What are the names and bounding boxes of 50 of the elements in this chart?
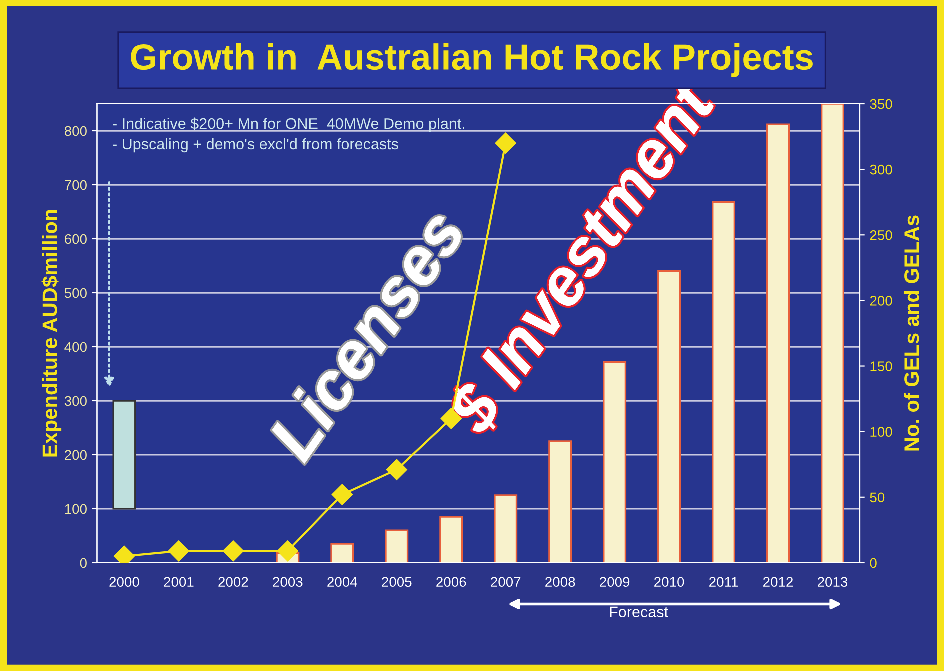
y-tick-label: 100 — [65, 504, 87, 514]
x-tick-label: 2005 — [382, 577, 412, 588]
x-tick-label: 2001 — [164, 577, 194, 588]
y-tick-label: 700 — [65, 180, 87, 190]
x-tick-label: 2008 — [546, 577, 576, 588]
bar — [494, 494, 518, 563]
point — [222, 540, 244, 562]
x-tick-label: 2006 — [436, 577, 466, 588]
point — [277, 540, 298, 562]
y2-tick-label: 250 — [870, 230, 892, 240]
y2-tick-label: 150 — [870, 362, 892, 372]
bar — [330, 543, 354, 563]
text: Forecast — [610, 606, 668, 618]
x-tick-label: 2007 — [491, 577, 521, 588]
point — [168, 540, 190, 562]
y-tick-label: 600 — [65, 234, 87, 244]
y2-tick-label: 0 — [870, 558, 877, 568]
x-tick-label: 2002 — [218, 577, 248, 588]
y-tick-label: 0 — [80, 558, 87, 568]
bar — [385, 530, 409, 563]
x-tick-label: 2000 — [110, 577, 140, 588]
y-tick-label: 300 — [64, 396, 87, 406]
y2-tick-label: 50 — [870, 492, 885, 503]
y-tick-label: 400 — [64, 342, 87, 352]
bar — [112, 400, 136, 510]
y2-tick-label: 350 — [870, 99, 892, 110]
bar — [440, 516, 464, 563]
x-tick-label: 2011 — [710, 577, 738, 588]
y2-tick-label: 100 — [870, 427, 892, 438]
x-tick-label: 2010 — [654, 577, 684, 588]
annotation: - Indicative $200+ Mn for ONE 40MWe Demo plant. — [113, 118, 464, 132]
bar — [766, 124, 790, 563]
point — [332, 484, 353, 506]
y2-tick-label: 200 — [870, 296, 892, 306]
x-tick-label: 2003 — [273, 577, 303, 588]
x-tick-label: 2004 — [328, 577, 358, 588]
y-axis-title: Expenditure AUD$million — [42, 210, 62, 457]
bar — [821, 104, 844, 563]
y2-axis-title: No. of GELs and GELAs — [904, 216, 920, 451]
x-tick-label: 2009 — [600, 577, 630, 588]
y-tick-label: 200 — [65, 450, 87, 460]
bar — [712, 201, 736, 563]
y-tick-label: 500 — [64, 288, 87, 298]
y-tick-label: 800 — [64, 126, 87, 136]
bar — [548, 440, 572, 563]
x-tick-label: 2012 — [764, 577, 794, 588]
chart-title: Growth in Australian Hot Rock Projects — [131, 44, 813, 78]
x-tick-label: 2013 — [818, 577, 848, 588]
annotation: - Upscaling + demo's excl'd from forecasts — [113, 138, 398, 153]
y2-tick-label: 300 — [870, 164, 892, 175]
